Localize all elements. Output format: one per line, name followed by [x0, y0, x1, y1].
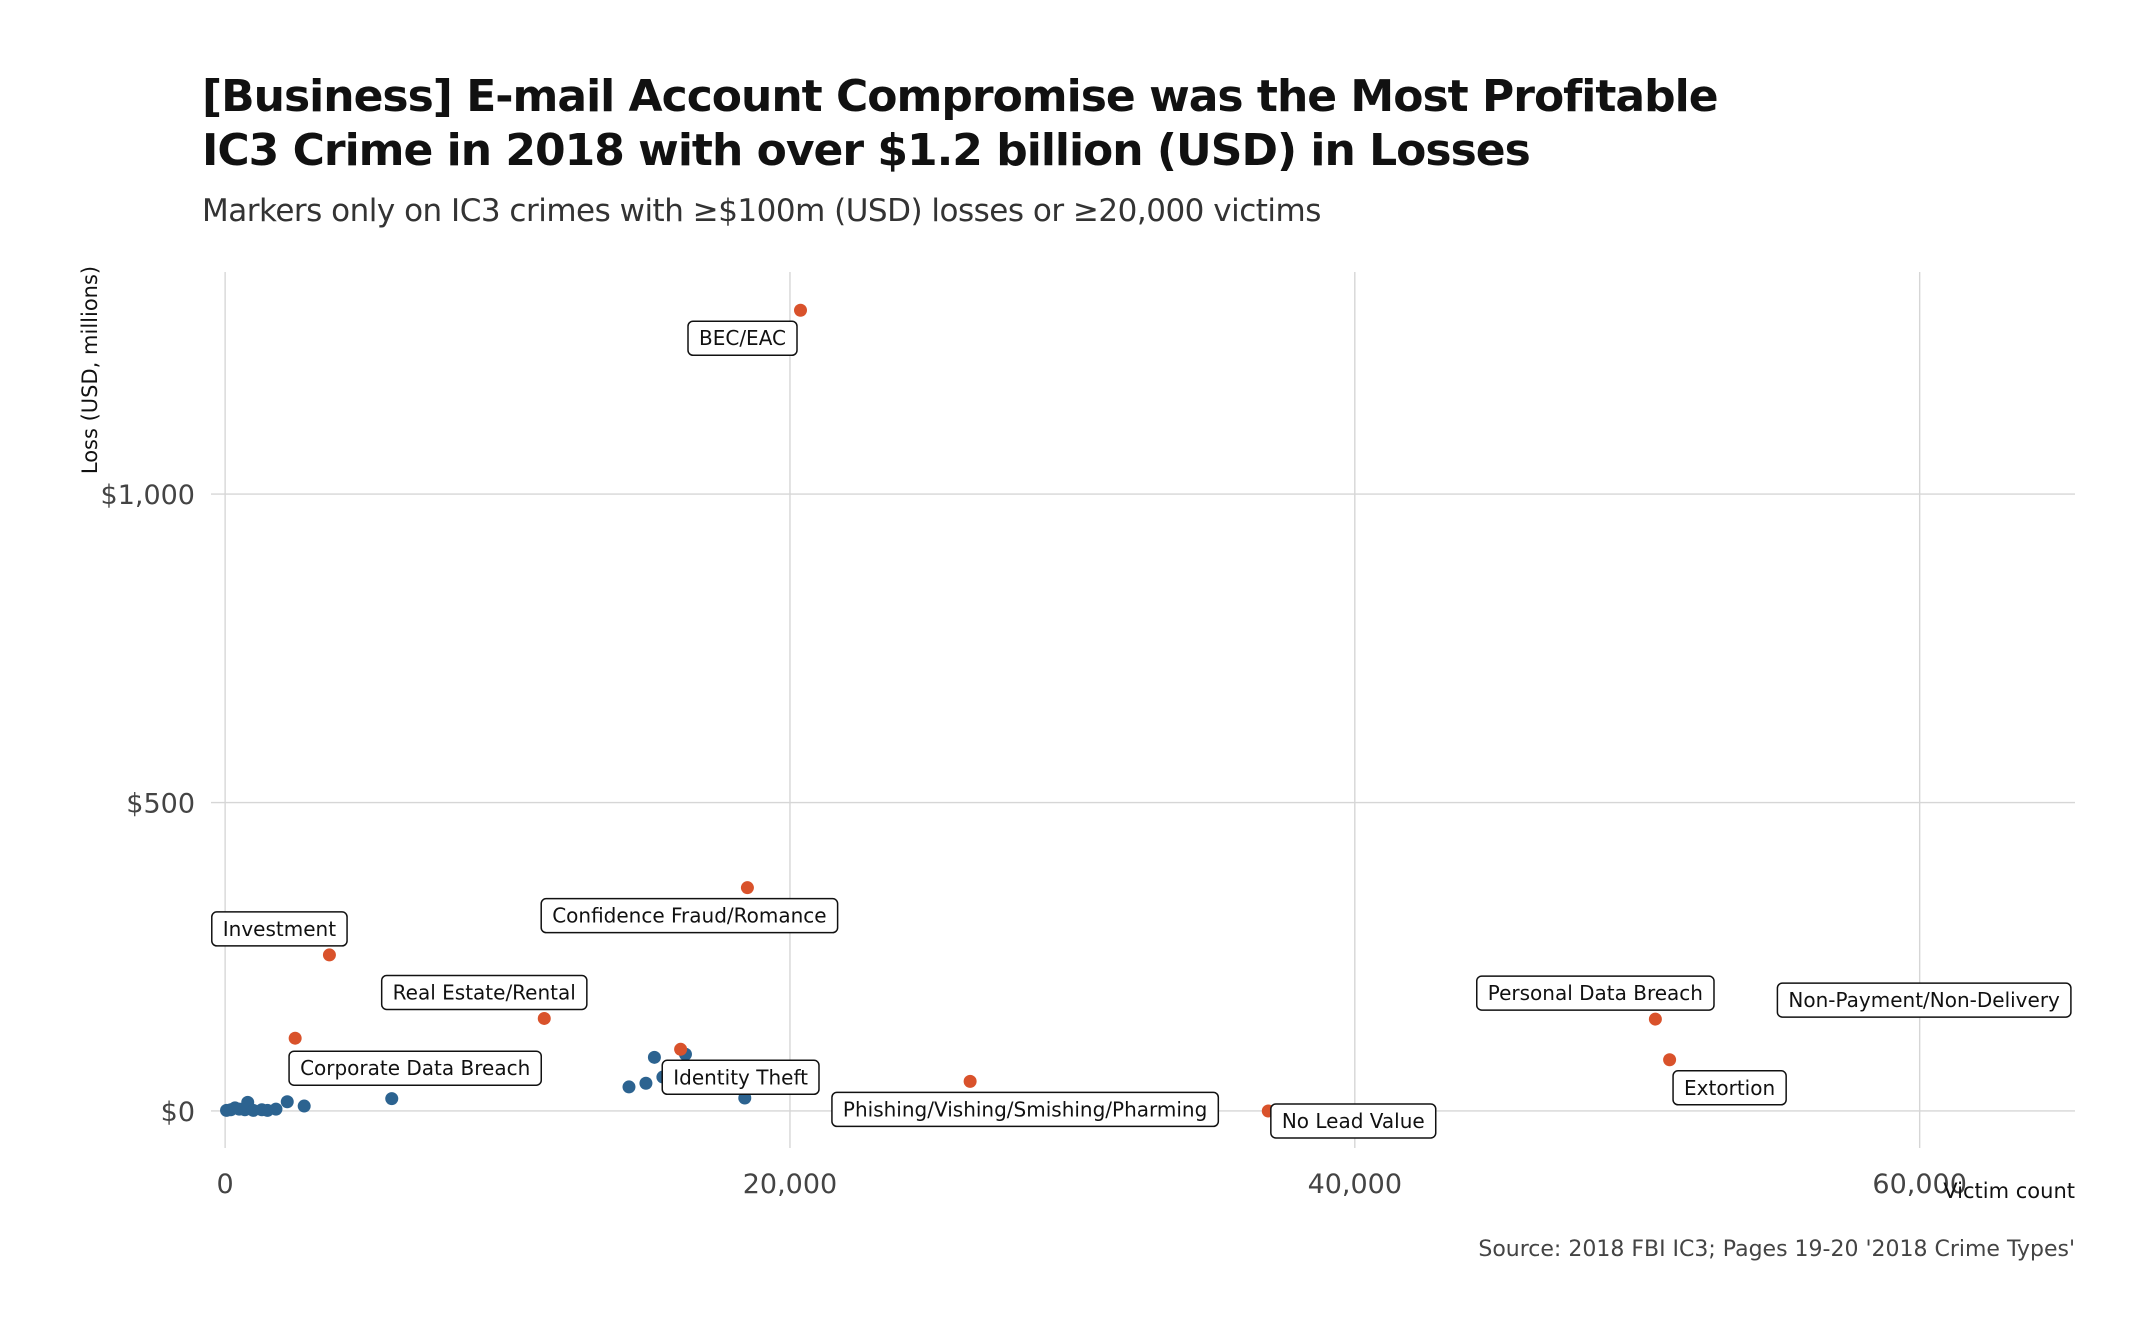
point-label-text: Corporate Data Breach [300, 1056, 530, 1080]
point-label: Confidence Fraud/Romance [540, 897, 839, 934]
y-tick-label: $1,000 [101, 480, 195, 511]
point-label-box [211, 911, 348, 947]
data-point-highlight [794, 303, 808, 317]
chart-caption: Source: 2018 FBI IC3; Pages 19-20 '2018 … [1478, 1237, 2075, 1262]
point-labels: BEC/EAC Confidence Fraud/Romance Investmen… [211, 320, 2072, 1139]
point-label: Investment [211, 911, 348, 947]
chart-title: [Business] E-mail Account Compromise was… [202, 70, 2002, 178]
data-point-other [622, 1080, 636, 1094]
x-tick-label: 20,000 [743, 1169, 837, 1200]
data-point-other [639, 1076, 653, 1090]
point-label-text: Real Estate/Rental [393, 980, 576, 1004]
point-label-box [288, 1050, 543, 1086]
x-axis-label: Victim count [1943, 1179, 2075, 1203]
y-tick-label: $0 [161, 1097, 195, 1128]
point-label-text: Phishing/Vishing/Smishing/Pharming [843, 1097, 1207, 1121]
point-label-text: Non-Payment/Non-Delivery [1788, 988, 2060, 1012]
point-label-text: Investment [223, 917, 336, 941]
chart-title-line2: IC3 Crime in 2018 with over $1.2 billion… [202, 125, 1531, 176]
point-label-text: Extortion [1684, 1076, 1775, 1100]
point-label: No Lead Value [1270, 1103, 1437, 1139]
point-label-box [687, 320, 798, 356]
point-label-text: Identity Theft [673, 1065, 808, 1089]
point-label: Identity Theft [661, 1059, 820, 1096]
point-label-box [380, 974, 588, 1011]
x-tick-label: 40,000 [1308, 1169, 1402, 1200]
data-point-highlight [1663, 1053, 1677, 1067]
point-label: Personal Data Breach [1476, 975, 1715, 1011]
data-point-other [385, 1092, 399, 1106]
point-label: Non-Payment/Non-Delivery [1776, 982, 2072, 1018]
point-label: Phishing/Vishing/Smishing/Pharming [831, 1091, 1220, 1128]
y-tick-label: $500 [126, 789, 195, 820]
point-label-box [540, 897, 839, 934]
chart-subtitle: Markers only on IC3 crimes with ≥$100m (… [202, 193, 1321, 229]
data-point-highlight [288, 1031, 302, 1045]
x-tick-label: 60,000 [1872, 1169, 1966, 1200]
point-label-text: BEC/EAC [699, 326, 786, 350]
point-label-box [1476, 975, 1715, 1011]
axis-ticks: 0 20,000 40,000 60,000 $0 $500 $1,000 [101, 480, 1967, 1200]
point-label-box [831, 1091, 1220, 1128]
y-axis-label: Loss (USD, millions) [78, 266, 102, 474]
point-label-box [661, 1059, 820, 1096]
point-label-text: No Lead Value [1282, 1109, 1425, 1133]
point-label-box [1776, 982, 2072, 1018]
point-label-text: Confidence Fraud/Romance [552, 904, 826, 928]
point-label: BEC/EAC [687, 320, 798, 356]
data-point-highlight [537, 1011, 551, 1025]
data-point-highlight [322, 948, 336, 962]
data-points [220, 303, 2071, 1118]
data-point-other [647, 1050, 661, 1064]
data-point-highlight [674, 1042, 688, 1056]
data-point-other [269, 1102, 283, 1116]
point-label: Real Estate/Rental [380, 974, 588, 1011]
point-label: Extortion [1672, 1070, 1787, 1106]
point-label: Corporate Data Breach [288, 1050, 543, 1086]
data-point-highlight [740, 881, 754, 895]
x-tick-label: 0 [217, 1169, 234, 1200]
data-point-highlight [963, 1074, 977, 1088]
point-label-text: Personal Data Breach [1488, 981, 1703, 1005]
point-label-box [1672, 1070, 1787, 1106]
data-point-other [280, 1095, 294, 1109]
data-point-highlight [1648, 1012, 1662, 1026]
chart-title-line1: [Business] E-mail Account Compromise was… [202, 71, 1719, 122]
point-label-box [1270, 1103, 1437, 1139]
data-point-other [297, 1099, 311, 1113]
